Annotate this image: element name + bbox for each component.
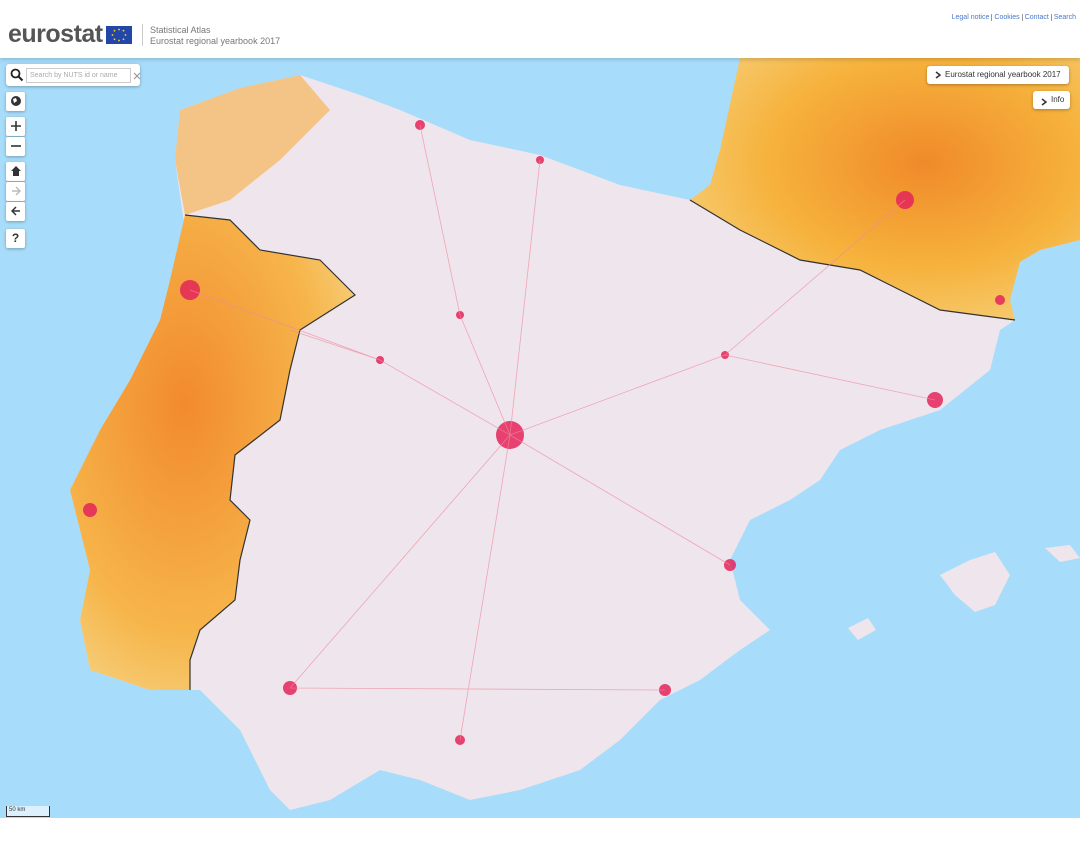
globe-button[interactable] [6,92,25,111]
app-title: Statistical Atlas Eurostat regional year… [150,25,280,47]
clear-icon[interactable] [133,72,141,80]
home-button[interactable] [6,162,25,181]
menorca [1045,545,1080,562]
scale-label: 50 km [9,807,26,813]
separator [142,24,143,46]
globe-icon [10,96,21,106]
forward-button[interactable] [6,182,25,201]
chevron [1041,98,1047,106]
scale-bar: 50 km [6,806,50,817]
back-button[interactable] [6,202,25,221]
info-label: Info [1051,95,1065,104]
portugal [70,215,355,690]
search-bar[interactable]: Search by NUTS id or name [6,64,141,86]
arrow-icon [10,206,20,216]
map[interactable] [0,58,1080,818]
header: eurostat Statistical Atlas Eurostat regi… [0,0,1080,58]
search-input[interactable]: Search by NUTS id or name [26,68,131,83]
search-icon [10,68,24,82]
plus-icon [10,121,21,131]
info-button[interactable]: Info [1033,91,1071,109]
galicia-coast [175,75,330,215]
home-icon [10,166,21,176]
logo[interactable]: eurostat [8,20,103,48]
france [690,58,1080,320]
link[interactable]: Cookies [991,14,1020,21]
arrow-icon [11,186,21,196]
zoom-in[interactable] [6,117,25,136]
header-links: Legal notice Cookies Contact Search [952,14,1076,21]
roads [189,124,936,741]
chevron [935,71,941,79]
link[interactable]: Search [1050,14,1076,21]
border [689,199,1016,321]
link[interactable]: Legal notice [951,14,990,21]
border [184,214,356,690]
panel-title: Eurostat regional yearbook 2017 [945,70,1061,79]
minus-icon [10,145,21,147]
help-button[interactable]: ? [6,229,25,248]
eu-flag [106,26,132,44]
zoom-out[interactable] [6,137,25,156]
app-subtitle: Eurostat regional yearbook 2017 [150,36,281,46]
ibiza [848,618,876,640]
app-name: Statistical Atlas [150,25,211,35]
panel-button[interactable]: Eurostat regional yearbook 2017 [927,66,1069,84]
link[interactable]: Contact [1021,14,1049,21]
footer [0,818,1080,856]
mallorca [940,552,1010,612]
